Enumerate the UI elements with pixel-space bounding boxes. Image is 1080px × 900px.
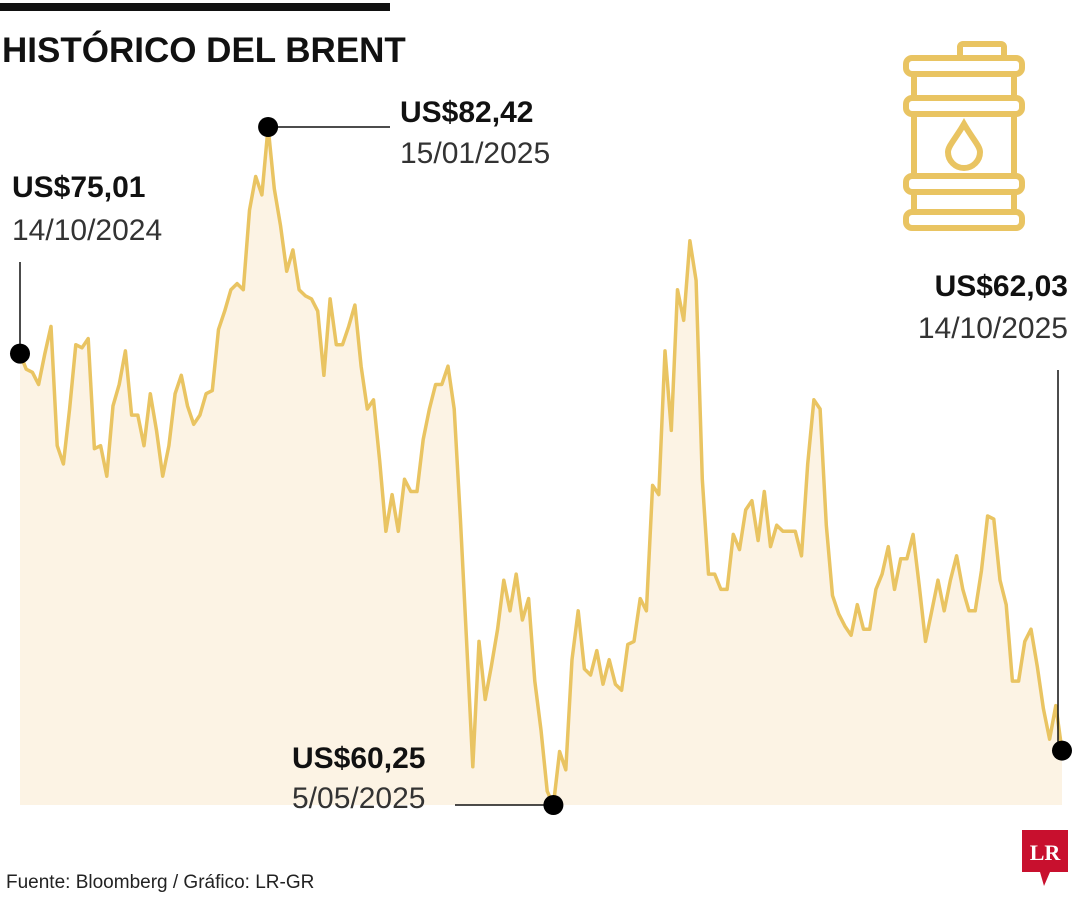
annotation-date: 14/10/2024 [12, 214, 162, 247]
annotation-dot [258, 117, 279, 137]
annotation-dot [543, 795, 564, 815]
title-bar [0, 3, 390, 11]
price-line [18, 125, 1064, 807]
logo-text: LR [1030, 840, 1062, 865]
plot-area: US$75,01 14/10/2024 US$82,42 15/01/2025 US$6… [10, 96, 1072, 815]
annotation-date: 15/01/2025 [400, 137, 550, 170]
annotation-dot [1052, 740, 1072, 761]
barrel-icon [903, 41, 1025, 231]
area-fill [20, 127, 1062, 805]
chart-title: HISTÓRICO DEL BRENT [2, 30, 406, 70]
annotation-dot [10, 343, 30, 364]
logo-box [1022, 830, 1068, 886]
annotation-value: US$82,42 [400, 96, 533, 129]
annotation-date: 14/10/2025 [918, 312, 1068, 345]
annotation-value: US$62,03 [935, 270, 1068, 303]
source-note: Fuente: Bloomberg / Gráfico: LR-GR [6, 872, 314, 893]
annotation-date: 5/05/2025 [292, 782, 425, 815]
annotation-value: US$75,01 [12, 171, 145, 204]
annotation-value: US$60,25 [292, 742, 425, 775]
